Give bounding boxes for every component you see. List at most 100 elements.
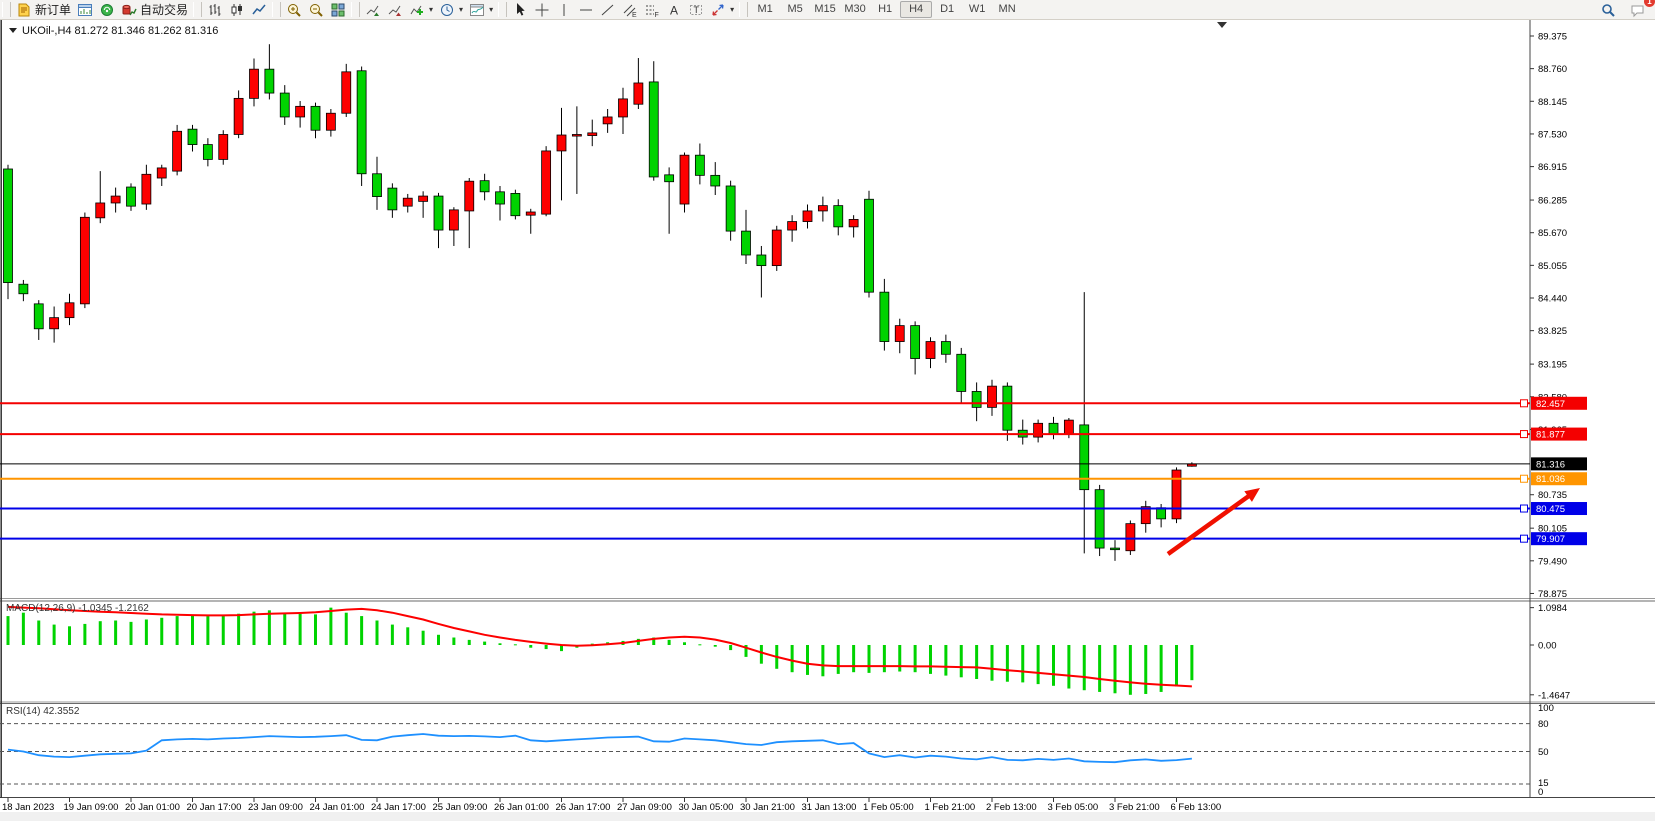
timeframe-mn[interactable]: MN (998, 3, 1016, 15)
fibonacci-button[interactable]: F (641, 0, 663, 19)
price-tick-label: 80.735 (1538, 490, 1567, 501)
macd-histogram-bar (421, 630, 425, 645)
price-tag-text: 82.457 (1536, 399, 1565, 410)
macd-histogram-bar (729, 644, 733, 651)
macd-histogram-bar (544, 644, 548, 650)
symbol-dropdown-icon[interactable] (9, 28, 17, 33)
macd-histogram-bar (959, 644, 963, 678)
text-button[interactable]: A (663, 0, 685, 19)
timeframe-m15[interactable]: M15 (814, 3, 836, 15)
templates-button[interactable]: ▾ (466, 0, 496, 19)
new-order-button[interactable]: 新订单 (13, 0, 74, 19)
candle (787, 221, 798, 231)
auto-scroll-button[interactable] (362, 0, 384, 19)
line-chart-button[interactable] (248, 0, 270, 19)
price-tag-81.316[interactable]: 81.316 (1531, 457, 1587, 471)
timeframe-m1[interactable]: M1 (757, 3, 773, 15)
equidistant-channel-button[interactable]: E (619, 0, 641, 19)
notifications-button[interactable]: 1 (1627, 0, 1655, 19)
macd-histogram-bar (37, 620, 41, 645)
time-axis[interactable]: 18 Jan 2023 19 Jan 09:00 20 Jan 01:00 20 Ja… (2, 798, 1221, 813)
zoom-in-button[interactable] (283, 0, 305, 19)
chart-shift-button[interactable] (384, 0, 406, 19)
timeframe-d1[interactable]: D1 (940, 3, 955, 15)
macd-histogram-bar (237, 613, 241, 645)
time-tick-label: 18 Jan 2023 (2, 802, 54, 813)
candles-chart-button[interactable] (226, 0, 248, 19)
candle (940, 341, 951, 355)
candle (372, 173, 382, 197)
macd-histogram-bar (529, 644, 533, 648)
candle (587, 132, 598, 136)
channel-icon: E (622, 2, 638, 18)
indicators-button[interactable]: ▾ (406, 0, 436, 19)
price-axis[interactable]: 89.375 88.760 88.145 87.530 86.915 86.285 85.6… (1520, 31, 1588, 798)
toolbar-separator (739, 2, 749, 17)
price-tick-label: 85.055 (1538, 261, 1567, 272)
cursor-icon (512, 2, 528, 18)
toolbar-separator (351, 2, 361, 17)
price-tag-81.877[interactable]: 81.877 (1520, 427, 1588, 441)
periods-button[interactable]: ▾ (436, 0, 466, 19)
chart-window-button[interactable] (74, 0, 96, 19)
vertical-line-button[interactable] (553, 0, 575, 19)
candle (49, 317, 60, 330)
macd-pane[interactable]: MACD(12,26,9) -1.0345 -1.2162 (6, 603, 1194, 695)
time-tick-label: 2 Feb 13:00 (986, 802, 1037, 813)
trend-arrow-object[interactable] (1166, 492, 1254, 556)
main-chart-pane[interactable] (3, 44, 1197, 561)
cursor-button[interactable] (509, 0, 531, 19)
macd-tick-label: 1.0984 (1538, 603, 1567, 614)
chart-background[interactable] (0, 19, 1655, 821)
timeframe-h1[interactable]: H1 (878, 3, 893, 15)
autotrade-button[interactable]: 自动交易 (118, 0, 191, 19)
time-tick-label: 1 Feb 05:00 (863, 802, 914, 813)
rsi-tick-label: 15 (1538, 778, 1549, 789)
candle (18, 283, 29, 295)
price-tag-80.475[interactable]: 80.475 (1520, 502, 1588, 516)
macd-histogram-bar (329, 607, 333, 645)
text-icon: A (666, 2, 682, 18)
price-tag-text: 81.036 (1536, 474, 1565, 485)
zoom-out-button[interactable] (305, 0, 327, 19)
macd-histogram-bar (390, 624, 394, 645)
rsi-pane[interactable]: RSI(14) 42.3552 (0, 706, 1530, 785)
timeframe-w1[interactable]: W1 (968, 3, 986, 15)
price-tag-82.457[interactable]: 82.457 (1520, 396, 1588, 410)
price-tag-79.907[interactable]: 79.907 (1520, 532, 1588, 546)
time-tick-label: 26 Jan 01:00 (494, 802, 549, 813)
price-tag-text: 80.475 (1536, 504, 1565, 515)
horizontal-line-button[interactable] (575, 0, 597, 19)
search-button[interactable] (1597, 0, 1619, 19)
chart-shift-marker[interactable] (1217, 22, 1227, 28)
macd-histogram-bar (806, 644, 809, 675)
crosshair-button[interactable] (531, 0, 553, 19)
macd-histogram-bar (298, 613, 302, 645)
macd-histogram-bar (1021, 644, 1025, 683)
macd-histogram-bar (1036, 644, 1040, 685)
candle (233, 97, 244, 135)
price-tick-label: 86.915 (1538, 162, 1567, 173)
candle (264, 68, 275, 94)
timeframe-m30[interactable]: M30 (844, 3, 866, 15)
line-chart-icon (251, 2, 267, 18)
macd-histogram-bar (98, 621, 102, 645)
community-button[interactable] (96, 0, 118, 19)
price-tag-81.036[interactable]: 81.036 (1520, 472, 1588, 486)
macd-histogram-bar (744, 644, 748, 657)
candle (741, 230, 751, 256)
tile-windows-button[interactable] (327, 0, 349, 19)
timeframe-m5[interactable]: M5 (787, 3, 803, 15)
bars-chart-button[interactable] (204, 0, 226, 19)
arrows-button[interactable]: ▾ (707, 0, 737, 19)
macd-histogram-bar (52, 624, 56, 645)
timeframe-h4[interactable]: H4 (900, 1, 933, 18)
periods-icon (439, 2, 455, 18)
macd-histogram-bar (636, 638, 640, 645)
candle (356, 70, 367, 175)
text-label-button[interactable]: T (685, 0, 707, 19)
zoom-in-icon (286, 2, 302, 18)
svg-text:E: E (632, 12, 637, 18)
trendline-button[interactable] (597, 0, 619, 19)
